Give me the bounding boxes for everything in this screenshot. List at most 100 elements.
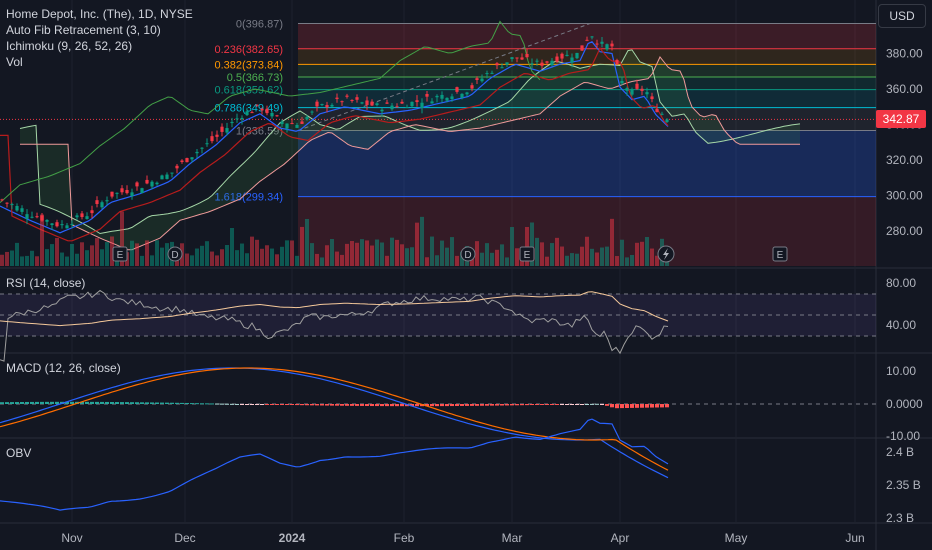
candle-body [625, 88, 629, 91]
obv-title[interactable]: OBV [6, 446, 32, 460]
candle-body [140, 188, 144, 194]
macd-axis-label: 0.0000 [886, 397, 923, 411]
volume-bar [365, 240, 369, 266]
macd-histogram-bar [390, 404, 394, 407]
volume-bar [405, 248, 409, 266]
volume-bar [415, 222, 419, 266]
macd-histogram-bar [350, 404, 354, 406]
macd-histogram-bar [430, 404, 434, 407]
macd-histogram-bar [650, 404, 654, 408]
candle-body [605, 44, 609, 50]
volume-bar [95, 238, 99, 266]
candle-body [25, 214, 29, 219]
candle-body [245, 111, 249, 116]
macd-histogram-bar [380, 404, 384, 407]
macd-histogram-bar [550, 404, 554, 405]
price-axis-label: 280.00 [886, 224, 923, 238]
volume-bar [200, 245, 204, 266]
candle-body [10, 204, 14, 206]
volume-bar [145, 240, 149, 266]
fib-zone [298, 48, 876, 65]
candle-body [35, 216, 39, 218]
rsi-axis-label: 40.00 [886, 318, 916, 332]
macd-histogram-bar [465, 404, 469, 406]
volume-bar [370, 245, 374, 266]
indicator-vol[interactable]: Vol [6, 55, 23, 69]
volume-bar [480, 252, 484, 266]
macd-histogram-bar [240, 404, 244, 405]
macd-histogram-bar [455, 404, 459, 407]
candle-body [385, 102, 389, 104]
volume-bar [400, 244, 404, 266]
macd-histogram-bar [105, 401, 109, 404]
volume-bar [650, 248, 654, 266]
macd-histogram-bar [320, 404, 324, 406]
volume-bar [655, 255, 659, 266]
candle-body [390, 105, 394, 110]
volume-bar [320, 257, 324, 266]
volume-bar [505, 257, 509, 266]
event-marker: D [167, 246, 183, 262]
volume-bar [565, 255, 569, 266]
macd-histogram-bar [20, 402, 24, 404]
volume-bar [325, 245, 329, 266]
volume-bar [620, 239, 624, 266]
candle-body [310, 111, 314, 113]
macd-histogram-bar [235, 403, 239, 405]
candle-body [180, 160, 184, 163]
candle-body [465, 92, 469, 95]
candle-body [225, 128, 229, 133]
macd-histogram-bar [660, 404, 664, 408]
obv-line [0, 418, 669, 511]
candle-body [80, 213, 84, 217]
volume-bar [25, 255, 29, 266]
volume-bar [360, 239, 364, 266]
macd-histogram-bar [45, 401, 49, 404]
indicator-fib[interactable]: Auto Fib Retracement (3, 10) [6, 23, 161, 37]
macd-histogram-bar [435, 404, 439, 407]
volume-bar [65, 256, 69, 266]
macd-histogram-bar [115, 402, 119, 404]
macd-histogram-bar [70, 401, 74, 404]
volume-bar [440, 240, 444, 266]
currency-button[interactable]: USD [878, 4, 926, 28]
candle-body [555, 56, 559, 62]
macd-histogram-bar [605, 404, 609, 406]
volume-bar [195, 248, 199, 266]
svg-text:D: D [464, 250, 471, 261]
macd-histogram-bar [505, 404, 509, 406]
macd-histogram-bar [565, 404, 569, 405]
volume-bar [35, 256, 39, 266]
volume-bar [90, 245, 94, 266]
macd-histogram-bar [385, 404, 389, 407]
candle-body [240, 117, 244, 120]
fib-trend-line [297, 23, 591, 132]
macd-histogram-bar [215, 403, 219, 405]
rsi-title[interactable]: RSI (14, close) [6, 276, 86, 290]
macd-histogram-bar [10, 402, 14, 404]
indicator-ichimoku[interactable]: Ichimoku (9, 26, 52, 26) [6, 39, 133, 53]
candle-body [250, 112, 254, 114]
fib-zone [298, 77, 876, 90]
volume-bar [255, 239, 259, 266]
candle-body [50, 223, 54, 226]
macd-histogram-bar [360, 404, 364, 406]
volume-bar [295, 255, 299, 266]
volume-bar [150, 255, 154, 266]
macd-histogram-bar [655, 404, 659, 408]
candle-body [305, 116, 309, 120]
candle-body [65, 225, 69, 229]
volume-bar [10, 250, 14, 266]
volume-bar [420, 216, 424, 266]
candle-body [20, 208, 24, 212]
macd-histogram-bar [220, 403, 224, 405]
candle-body [200, 147, 204, 149]
macd-histogram-bar [400, 404, 404, 407]
volume-bar [20, 256, 24, 266]
macd-histogram-bar [335, 404, 339, 406]
volume-bar [580, 246, 584, 266]
volume-bar [130, 240, 134, 266]
volume-bar [270, 248, 274, 266]
macd-title[interactable]: MACD (12, 26, close) [6, 361, 121, 375]
